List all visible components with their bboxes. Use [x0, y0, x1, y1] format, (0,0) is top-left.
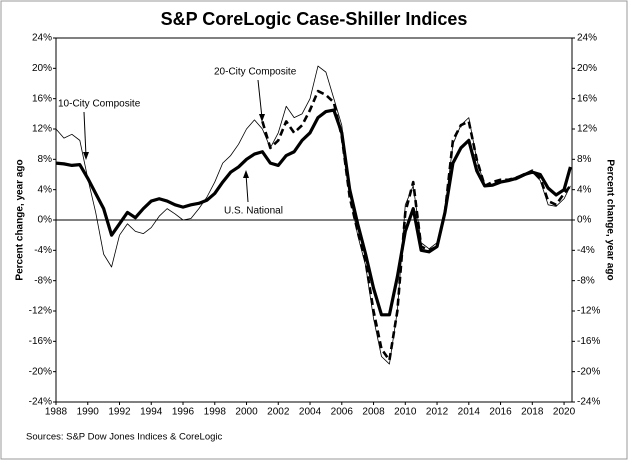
y2-tick-label: -24%	[577, 397, 600, 408]
x-tick-label: 2012	[426, 407, 449, 418]
x-tick-label: 2020	[553, 407, 576, 418]
y2-tick-label: 16%	[577, 93, 597, 104]
x-tick-label: 2014	[458, 407, 481, 418]
y-tick-label: 16%	[32, 93, 52, 104]
y-tick-label: 0%	[38, 215, 53, 226]
x-tick-label: 2008	[362, 407, 385, 418]
series-line	[55, 108, 572, 317]
y-tick-label: -4%	[34, 245, 52, 256]
annotation-arrowhead	[259, 114, 265, 122]
x-tick-label: 1994	[140, 407, 163, 418]
annotation-arrow	[83, 111, 87, 157]
x-tick-label: 2018	[521, 407, 544, 418]
annotation-arrow	[245, 173, 249, 203]
x-tick-label: 1996	[172, 407, 195, 418]
x-tick-label: 1990	[77, 407, 100, 418]
x-tick-label: 2016	[489, 407, 512, 418]
y-tick-label: 12%	[32, 124, 52, 135]
annotation-arrowhead	[83, 152, 89, 160]
source-note: Sources: S&P Dow Jones Indices & CoreLog…	[26, 432, 223, 443]
x-tick-label: 1998	[204, 407, 227, 418]
x-tick-label: 2004	[299, 407, 322, 418]
chart-title: S&P CoreLogic Case-Shiller Indices	[161, 9, 468, 29]
y2-tick-label: 24%	[577, 33, 597, 44]
y2-tick-label: -8%	[577, 275, 595, 286]
y2-tick-label: 8%	[577, 154, 592, 165]
y2-tick-label: 20%	[577, 63, 597, 74]
y2-tick-label: 12%	[577, 124, 597, 135]
annotation-arrowhead	[243, 170, 249, 178]
y2-tick-label: -16%	[577, 336, 600, 347]
y-tick-label: -20%	[29, 366, 52, 377]
series-annotation: U.S. National	[224, 206, 283, 217]
y-tick-label: 8%	[38, 154, 53, 165]
y-tick-label: 24%	[32, 33, 52, 44]
y-axis-label: Percent change, year ago	[15, 159, 26, 280]
y2-tick-label: 0%	[577, 215, 592, 226]
x-tick-label: 2006	[331, 407, 354, 418]
y-tick-label: -8%	[34, 275, 52, 286]
y-tick-label: -24%	[29, 397, 52, 408]
x-tick-label: 2000	[235, 407, 258, 418]
series-annotation: 10-City Composite	[58, 99, 141, 110]
y2-tick-label: -20%	[577, 366, 600, 377]
annotation-arrow	[257, 79, 263, 119]
y2-tick-label: -12%	[577, 306, 600, 317]
series-annotation: 20-City Composite	[214, 67, 297, 78]
x-tick-label: 1988	[45, 407, 68, 418]
y-tick-label: -12%	[29, 306, 52, 317]
y2-tick-label: -4%	[577, 245, 595, 256]
x-tick-label: 2010	[394, 407, 417, 418]
y2-tick-label: 4%	[577, 184, 592, 195]
x-tick-label: 2002	[267, 407, 290, 418]
y-tick-label: 4%	[38, 184, 53, 195]
x-tick-label: 1992	[108, 407, 131, 418]
y-tick-label: 20%	[32, 63, 52, 74]
y2-axis-label: Percent change, year ago	[604, 159, 615, 280]
y-tick-label: -16%	[29, 336, 52, 347]
